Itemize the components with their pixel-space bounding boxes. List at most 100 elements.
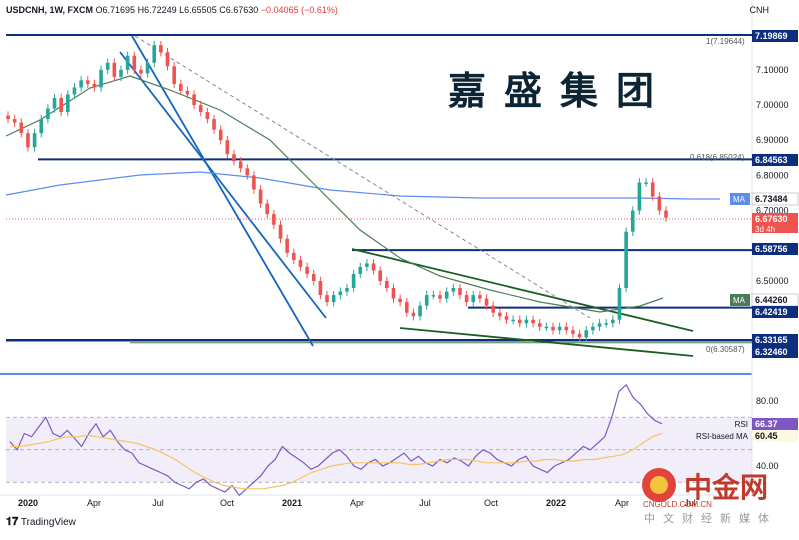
x-tick-label: Jul [152,498,164,508]
candle-body [544,326,549,329]
cngold-logo-icon [642,468,676,502]
tradingview-logo[interactable]: 𝟏𝟕 TradingView [6,516,76,529]
candle-body [32,133,37,148]
watermark-tagline: 中文财经新媒体 [644,513,777,525]
candle-body [591,326,595,331]
x-tick-label: Jul [419,498,431,508]
candle-body [285,238,289,253]
candle-body [385,281,389,289]
wedge-lower-line [399,327,694,357]
candle-body [644,182,648,184]
candle-body [498,312,502,317]
candle-body [331,295,336,303]
fib-trend-dashed [134,35,591,319]
candle-body [85,80,90,84]
candle-body [478,295,482,299]
candle-body [504,316,509,320]
candle-body [119,69,123,77]
ma-tag-badge [730,294,750,306]
high-value: H6.72249 [137,5,177,15]
candle-body [391,288,396,299]
ma-tag-label: MA [733,195,746,204]
candle-body [624,231,628,289]
candle-body [265,203,270,215]
candle-body [424,295,429,306]
symbol-label[interactable]: USDCNH, 1W, FXCM [6,5,94,15]
candle-body [564,326,569,331]
candle-body [66,94,70,113]
candle-body [19,122,24,134]
brand-title: 嘉盛集团 [448,69,673,113]
y-tick-label: 7.00000 [756,100,789,110]
rsi-ma-line [10,432,663,490]
candle-body [451,288,456,292]
candle-body [318,281,323,296]
price-tag [752,346,798,358]
candle-body [12,119,17,123]
candle-body [225,140,230,155]
price-tag-label: 7.19869 [755,31,788,41]
price-tag-label: 6.84563 [755,155,788,165]
candle-body [159,45,163,53]
candle-body [311,273,316,281]
price-tag [752,213,798,233]
candle-body [404,302,409,313]
candle-body [152,45,157,63]
candle-body [351,273,356,289]
fib-annotation: 0.618(6.85024) [690,153,745,162]
candle-body [132,55,137,70]
candle-body [278,224,283,239]
candle-body [112,62,117,77]
candle-body [145,62,150,74]
rsi-value-tag [752,418,798,430]
x-tick-label: Apr [615,498,629,508]
price-tag [752,243,798,255]
candle-body [611,319,615,324]
price-tag [752,30,798,42]
ma-line-green [5,75,664,313]
candle-body [198,105,203,113]
candle-body [258,189,263,204]
y-tick-label: 6.50000 [756,276,789,286]
candle-body [205,112,210,120]
price-pane [0,0,752,372]
candle-body [524,319,529,324]
open-value: O6.71695 [95,5,136,15]
fib-annotation: 1(7.19644) [706,37,745,46]
candle-body [358,266,363,274]
watermark-url: CNGOLD.COM.CN [643,500,712,509]
candle-body [325,295,329,303]
x-tick-label: 2020 [18,498,38,508]
candle-body [99,69,103,88]
rsi-value-label: 66.37 [755,419,778,429]
candle-body [92,83,97,88]
candle-body [444,291,449,299]
candle-body [46,108,50,120]
candle-body [551,326,555,331]
candle-body [52,97,57,109]
rsi-series-name: RSI-based MA [696,432,749,441]
ma-tag-badge [730,193,750,205]
y-tick-label: 6.90000 [756,135,789,145]
y-tick-label: 7.10000 [756,65,789,75]
candle-body [458,288,462,296]
candle-body [238,161,243,169]
candle-body [471,295,476,303]
candle-body [39,119,44,134]
rsi-series-name: RSI [735,420,748,429]
candle-body [6,115,10,120]
tradingview-label: TradingView [20,517,76,528]
price-tag-label: 6.58756 [755,244,788,254]
rsi-line [9,383,663,497]
candle-body [438,295,442,299]
x-tick-label: Oct [220,498,235,508]
candle-body [105,62,110,70]
candle-body [637,182,642,211]
candle-body [464,295,469,303]
candle-body [365,263,369,267]
candle-body [125,55,130,70]
fib-annotation: 0(6.30587) [706,345,745,354]
symbol-header: USDCNH, 1W, FXCM O6.71695 H6.72249 L6.65… [6,5,338,15]
